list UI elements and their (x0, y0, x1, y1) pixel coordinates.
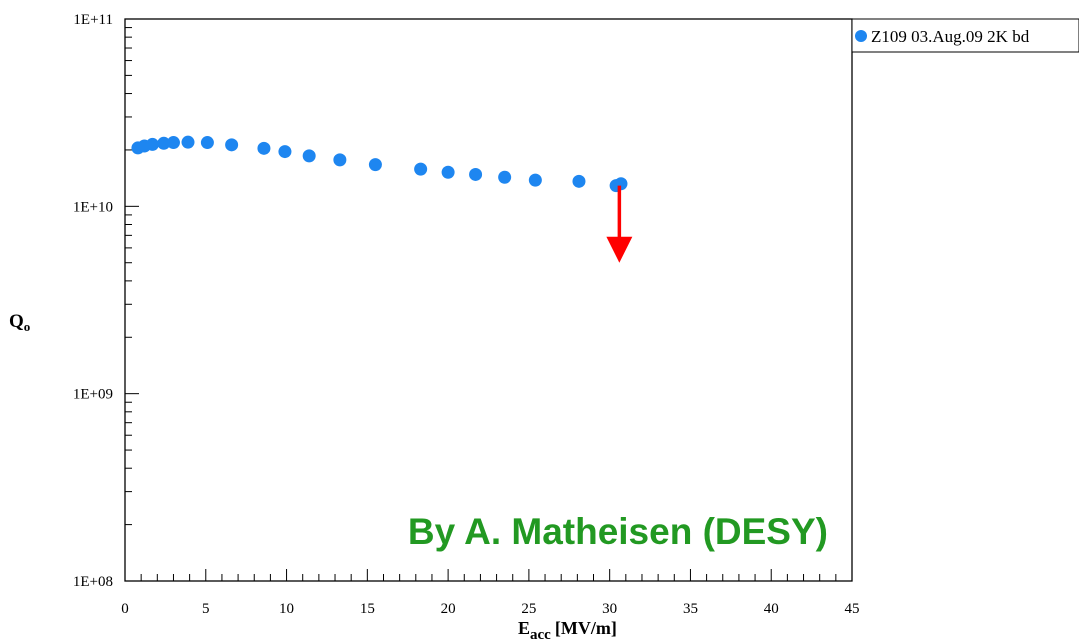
x-tick-label: 25 (521, 601, 536, 617)
legend: Z109 03.Aug.09 2K bd (851, 18, 1079, 53)
data-point (157, 136, 171, 150)
x-axis-title-sub: acc (530, 627, 551, 640)
x-axis-title-unit: [MV/m] (555, 618, 617, 638)
data-point (145, 137, 159, 151)
data-point (469, 167, 483, 181)
data-point (498, 170, 512, 184)
legend-marker (855, 30, 867, 42)
breakdown-arrow (606, 185, 633, 263)
x-tick-label: 15 (360, 601, 375, 617)
svg-text:Eacc[MV/m]: Eacc [MV/m] (518, 618, 617, 640)
data-point (257, 141, 271, 155)
x-tick-label: 5 (202, 601, 210, 617)
data-point (441, 165, 455, 179)
x-axis-title-main: E (518, 618, 530, 638)
x-tick-label: 45 (845, 601, 860, 617)
x-tick-label: 10 (279, 601, 294, 617)
x-tick-label: 30 (602, 601, 617, 617)
y-axis-title: Qo (9, 311, 30, 334)
svg-text:Qo: Qo (9, 311, 30, 334)
x-tick-label: 0 (121, 601, 129, 617)
data-point (225, 138, 239, 152)
axis-ticks (124, 18, 853, 582)
data-point (181, 135, 195, 149)
data-points (131, 135, 628, 193)
data-point (278, 145, 292, 159)
x-tick-label: 35 (683, 601, 698, 617)
legend-entry: Z109 03.Aug.09 2K bd (871, 27, 1030, 46)
y-axis-title-main: Q (9, 311, 24, 332)
data-point (572, 174, 586, 188)
x-tick-label: 20 (441, 601, 456, 617)
plot-frame (124, 18, 853, 582)
data-point (166, 136, 180, 150)
author-annotation: By A. Matheisen (DESY) (408, 511, 828, 552)
data-point (200, 136, 214, 150)
y-axis-title-sub: o (24, 319, 31, 334)
y-tick-label: 1E+08 (73, 574, 113, 590)
x-axis-title: Eacc [MV/m] (518, 618, 617, 640)
data-point (368, 158, 382, 172)
x-tick-labels: 0 5 10 15 20 25 30 35 40 45 (121, 601, 859, 617)
data-point (414, 162, 428, 176)
y-tick-label: 1E+09 (73, 387, 113, 403)
y-tick-labels: 1E+08 1E+09 1E+10 1E+11 (73, 12, 113, 590)
data-point (333, 153, 347, 167)
y-tick-label: 1E+11 (73, 12, 113, 28)
data-point (528, 173, 542, 187)
x-tick-label: 40 (764, 601, 779, 617)
breakdown-arrow-head (606, 236, 633, 263)
legend-box (851, 18, 1079, 53)
data-point (302, 149, 316, 163)
y-tick-label: 1E+10 (73, 199, 113, 215)
